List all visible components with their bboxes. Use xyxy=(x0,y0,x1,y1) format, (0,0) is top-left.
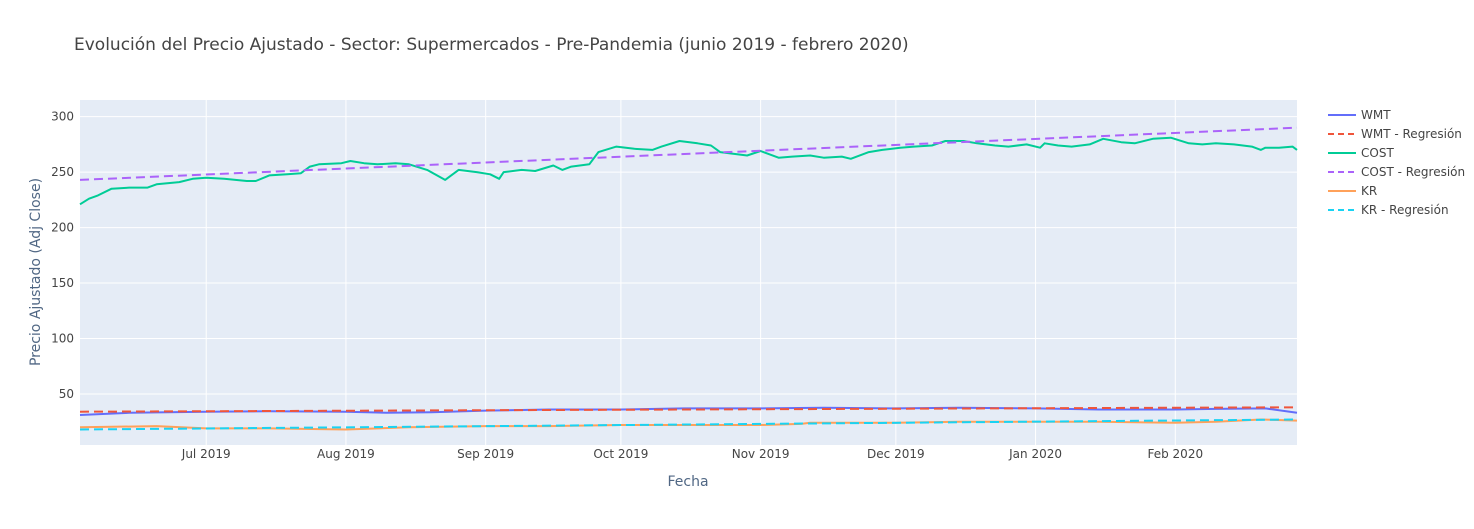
legend-label: WMT - Regresión xyxy=(1361,127,1462,141)
x-tick-label: Sep 2019 xyxy=(457,447,514,461)
x-axis-title: Fecha xyxy=(667,474,708,490)
legend-label: COST - Regresión xyxy=(1361,165,1465,179)
x-tick-label: Jul 2019 xyxy=(181,447,231,461)
y-tick-labels: 50 100 150 200 250 300 xyxy=(51,110,74,401)
y-tick-label: 300 xyxy=(51,110,74,124)
x-tick-label: Jan 2020 xyxy=(1008,447,1062,461)
y-tick-label: 150 xyxy=(51,276,74,290)
legend-item[interactable]: COST xyxy=(1328,146,1394,160)
plot-area[interactable] xyxy=(80,100,1297,445)
x-tick-labels: Jul 2019 Aug 2019 Sep 2019 Oct 2019 Nov 2019… xyxy=(181,447,1203,461)
legend-item[interactable]: COST - Regresión xyxy=(1328,165,1465,179)
y-tick-label: 100 xyxy=(51,332,74,346)
legend-item[interactable]: WMT xyxy=(1328,108,1391,122)
legend-item[interactable]: WMT - Regresión xyxy=(1328,127,1462,141)
y-axis-title: Precio Ajustado (Adj Close) xyxy=(28,178,44,366)
legend-label: KR - Regresión xyxy=(1361,203,1449,217)
legend-label: COST xyxy=(1361,146,1394,160)
legend-item[interactable]: KR - Regresión xyxy=(1328,203,1449,217)
x-tick-label: Dec 2019 xyxy=(867,447,925,461)
y-tick-label: 250 xyxy=(51,165,74,179)
x-tick-label: Nov 2019 xyxy=(732,447,790,461)
y-tick-label: 50 xyxy=(59,387,74,401)
legend-label: KR xyxy=(1361,184,1377,198)
x-tick-label: Aug 2019 xyxy=(317,447,375,461)
x-tick-label: Feb 2020 xyxy=(1147,447,1203,461)
y-tick-label: 200 xyxy=(51,221,74,235)
legend: WMT WMT - Regresión COST COST - Regresión KR… xyxy=(1328,108,1465,217)
x-tick-label: Oct 2019 xyxy=(593,447,648,461)
chart-title: Evolución del Precio Ajustado - Sector: … xyxy=(74,35,909,55)
legend-item[interactable]: KR xyxy=(1328,184,1377,198)
legend-label: WMT xyxy=(1361,108,1391,122)
